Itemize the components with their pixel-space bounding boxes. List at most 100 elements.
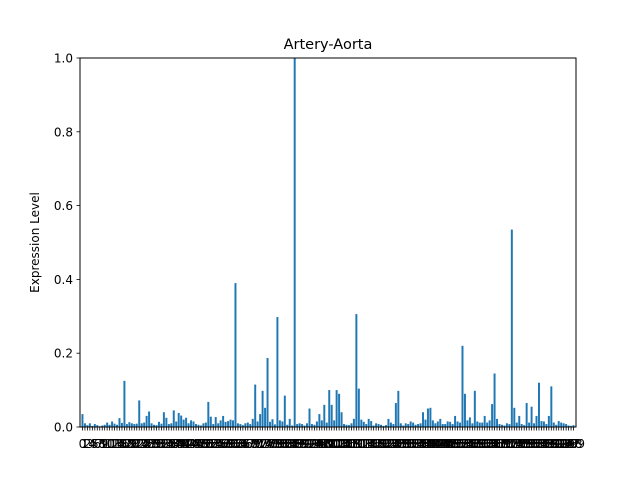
bar [520, 424, 523, 427]
x-tick-label: 72 [252, 437, 267, 451]
x-tick-label: 159 [463, 437, 486, 451]
bar [150, 423, 153, 427]
x-tick-label: 90 [297, 437, 312, 451]
bar [434, 423, 437, 427]
bar [241, 425, 244, 427]
bar [135, 423, 138, 427]
x-tick-label: 165 [478, 437, 501, 451]
x-tick-label: 158 [461, 437, 484, 451]
x-tick-label: 117 [360, 437, 383, 451]
bar [273, 424, 276, 427]
x-tick-label: 4 [89, 437, 97, 451]
x-tick-label: 15 [112, 437, 127, 451]
bar [293, 58, 296, 427]
bar [246, 422, 249, 427]
bar [473, 390, 476, 427]
bar [209, 416, 212, 427]
x-tick-label: 181 [518, 437, 541, 451]
bar [140, 423, 143, 427]
x-tick-label: 67 [240, 437, 255, 451]
bar [486, 422, 489, 427]
x-tick-label: 173 [498, 437, 521, 451]
bar [542, 421, 545, 427]
x-tick-label: 153 [449, 437, 472, 451]
x-tick-label: 31 [151, 437, 166, 451]
bar [392, 424, 395, 427]
x-tick-label: 57 [215, 437, 230, 451]
bar [456, 421, 459, 427]
x-tick-label: 14 [109, 437, 124, 451]
x-tick-label: 84 [282, 437, 297, 451]
bar [145, 415, 148, 427]
bar [565, 424, 568, 427]
bar [397, 390, 400, 427]
bar [372, 425, 375, 427]
x-tick-label: 28 [144, 437, 159, 451]
x-axis: 0123456789101112131415161718192021222324… [79, 427, 585, 451]
bar [160, 423, 163, 427]
x-tick-label: 1 [81, 437, 89, 451]
x-tick-label: 125 [379, 437, 402, 451]
bar [91, 425, 94, 427]
x-tick-label: 166 [481, 437, 504, 451]
x-tick-label: 133 [399, 437, 422, 451]
bar [123, 380, 126, 428]
bar [207, 401, 210, 427]
bar [431, 420, 434, 427]
bar [461, 345, 464, 427]
x-tick-label: 110 [342, 437, 365, 451]
bar [429, 407, 432, 427]
x-tick-label: 149 [439, 437, 462, 451]
bar [454, 415, 457, 427]
bar [535, 415, 538, 427]
bar [162, 412, 165, 427]
x-tick-label: 98 [317, 437, 332, 451]
bar [113, 423, 116, 427]
bar [291, 425, 294, 427]
x-tick-label: 150 [441, 437, 464, 451]
bar [276, 317, 279, 427]
x-tick-label: 195 [552, 437, 575, 451]
bar [347, 425, 350, 427]
y-axis-label: Expression Level [28, 192, 42, 293]
x-tick-label: 89 [294, 437, 309, 451]
x-tick-label: 156 [456, 437, 479, 451]
x-tick-label: 86 [287, 437, 302, 451]
x-tick-label: 191 [542, 437, 565, 451]
bar [281, 421, 284, 427]
bar [271, 419, 274, 427]
x-tick-label: 138 [412, 437, 435, 451]
bar [118, 418, 121, 427]
x-tick-label: 105 [330, 437, 353, 451]
bar [426, 408, 429, 427]
bar [325, 422, 328, 427]
x-tick-label: 146 [431, 437, 454, 451]
bar [229, 419, 232, 427]
bar [538, 382, 540, 427]
bar [399, 423, 402, 427]
bar [167, 424, 170, 427]
bar [133, 424, 136, 427]
bar [318, 414, 321, 427]
x-tick-label: 189 [537, 437, 560, 451]
bar [496, 418, 499, 427]
bar [236, 423, 239, 427]
chart-title: Artery-Aorta [284, 37, 373, 53]
x-tick-label: 74 [257, 437, 272, 451]
bar [352, 418, 355, 427]
bar [389, 422, 392, 427]
x-tick-label: 36 [164, 437, 179, 451]
x-tick-label: 111 [345, 437, 368, 451]
x-tick-label: 122 [372, 437, 395, 451]
x-tick-label: 136 [407, 437, 430, 451]
bar [498, 424, 501, 427]
bar [422, 412, 424, 427]
bar [523, 425, 526, 427]
bar [518, 415, 521, 427]
x-tick-label: 128 [387, 437, 410, 451]
x-tick-label: 19 [122, 437, 137, 451]
bar [380, 424, 383, 427]
x-tick-label: 18 [119, 437, 134, 451]
bar [264, 407, 267, 427]
bar [197, 424, 200, 427]
